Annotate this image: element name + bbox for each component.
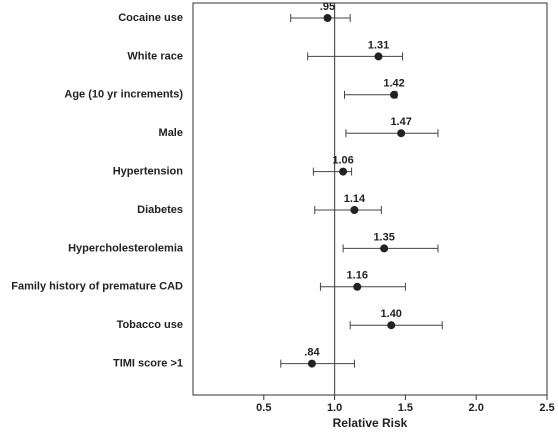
plot-frame <box>192 2 548 396</box>
point-estimate <box>350 206 359 214</box>
category-label: Family history of premature CAD <box>11 281 183 293</box>
x-tick-label: 0.5 <box>256 402 271 414</box>
x-tick-label: 2.0 <box>469 402 484 414</box>
point-estimate <box>390 90 399 99</box>
x-tick-label: 1.5 <box>398 402 413 414</box>
x-axis-title: Relative Risk <box>333 416 408 430</box>
value-label: .84 <box>304 347 320 359</box>
value-label: 1.31 <box>368 39 389 51</box>
category-label: Diabetes <box>137 204 183 216</box>
value-label: 1.40 <box>381 308 402 320</box>
value-label: 1.06 <box>332 155 353 167</box>
x-tick-label: 1.0 <box>327 402 342 414</box>
category-label: Tobacco use <box>117 319 183 331</box>
category-label: Male <box>159 127 183 139</box>
value-label: 1.35 <box>373 231 394 243</box>
category-label: Cocaine use <box>118 12 183 24</box>
category-label: Age (10 yr increments) <box>64 89 183 101</box>
category-label: Hypercholesterolemia <box>68 242 184 254</box>
value-label: 1.16 <box>347 270 368 282</box>
point-estimate <box>323 14 332 22</box>
category-label: TIMI score >1 <box>113 358 183 370</box>
category-label: Hypertension <box>113 166 184 178</box>
point-estimate <box>380 244 389 253</box>
point-estimate <box>307 359 316 368</box>
category-label: White race <box>127 50 183 62</box>
value-label: 1.47 <box>390 116 411 128</box>
point-estimate <box>387 321 396 330</box>
point-estimate <box>374 52 383 61</box>
point-estimate <box>353 282 362 291</box>
point-estimate <box>339 167 348 176</box>
point-estimate <box>397 129 406 138</box>
value-label: .95 <box>320 1 335 13</box>
value-label: 1.14 <box>344 193 366 205</box>
value-label: 1.42 <box>383 78 404 90</box>
x-tick-label: 2.5 <box>539 402 554 414</box>
